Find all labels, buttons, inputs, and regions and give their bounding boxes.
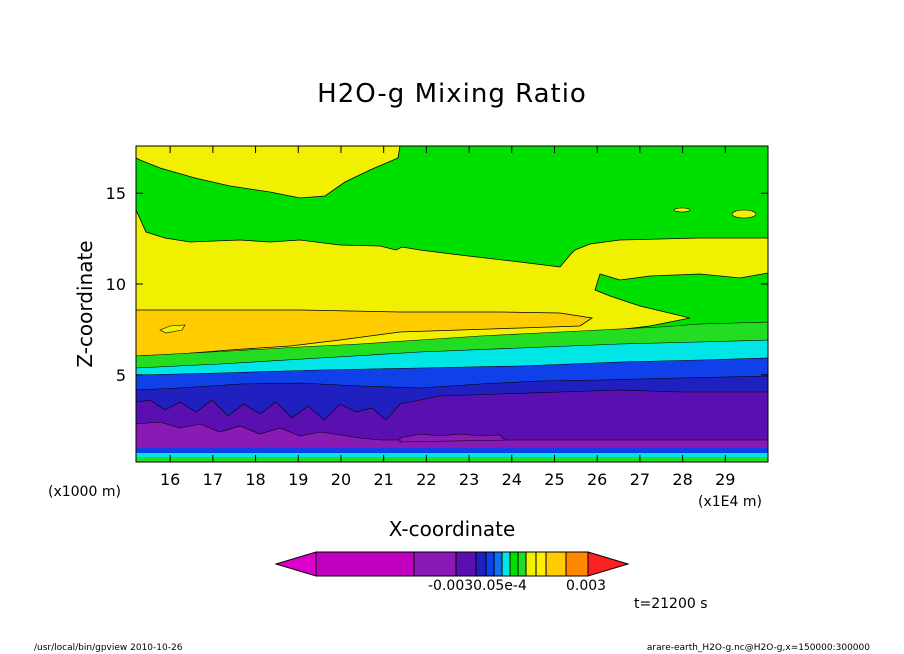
x-tick-label: 18 [245,470,265,489]
contour-field [136,146,768,462]
colorbar-seg-10 [525,551,537,577]
colorbar-label-overlap: -0.0030.05e-4 [428,578,527,594]
band-bottom-cyan [136,453,768,457]
axes: 16 17 18 19 20 21 22 23 24 25 26 27 28 29 5 10 15 [106,146,768,489]
band-orange-inner [159,324,186,334]
y-tick-label: 10 [106,275,126,294]
x-tick-label: 25 [544,470,564,489]
time-label: t=21200 s [634,596,708,612]
colorbar-label-max: 0.003 [566,578,606,594]
chart-title: H2O-g Mixing Ratio [317,79,587,109]
y-unit-note: (x1000 m) [48,484,121,500]
x-tick-label: 19 [288,470,308,489]
x-tick-label: 26 [587,470,607,489]
band-yellow-top-left [136,146,401,199]
x-tick-label: 16 [160,470,180,489]
x-unit-note: (x1E4 m) [698,494,762,510]
x-tick-label: 24 [502,470,522,489]
x-tick-label: 17 [203,470,223,489]
x-tick-label: 22 [416,470,436,489]
plot-frame [135,145,769,463]
colorbar: -0.0030.05e-4 0.003 [274,551,630,594]
x-tick-label: 29 [715,470,735,489]
footer-left: /usr/local/bin/gpview 2010-10-26 [34,643,183,653]
colorbar-seg-9 [517,551,527,577]
x-tick-label: 20 [331,470,351,489]
colorbar-seg-1 [315,551,415,577]
x-tick-label: 27 [630,470,650,489]
colorbar-seg-13 [565,551,589,577]
band-bottom-green [136,457,768,462]
colorbar-seg-12 [545,551,567,577]
x-tick-label: 21 [373,470,393,489]
colorbar-right-arrow [587,551,630,577]
colorbar-seg-11 [535,551,547,577]
band-bottom-blue [136,448,768,453]
colorbar-seg-2 [413,551,457,577]
y-tick-label: 15 [106,184,126,203]
colorbar-seg-8 [509,551,519,577]
colorbar-seg-7 [501,551,511,577]
island-2 [731,209,757,219]
colorbar-seg-6 [493,551,503,577]
x-tick-label: 28 [672,470,692,489]
y-tick-label: 5 [116,366,126,385]
colorbar-seg-4 [475,551,487,577]
colorbar-left-arrow [274,551,317,577]
x-axis-label: X-coordinate [389,517,516,541]
island-1 [673,207,691,213]
colorbar-seg-3 [455,551,477,577]
y-axis-label: Z-coordinate [73,240,97,367]
band-magenta-patches [399,433,506,443]
x-tick-label: 23 [459,470,479,489]
footer-right: arare-earth_H2O-g.nc@H2O-g,x=150000:3000… [647,643,870,653]
band-orange [136,309,594,357]
colorbar-seg-5 [485,551,495,577]
